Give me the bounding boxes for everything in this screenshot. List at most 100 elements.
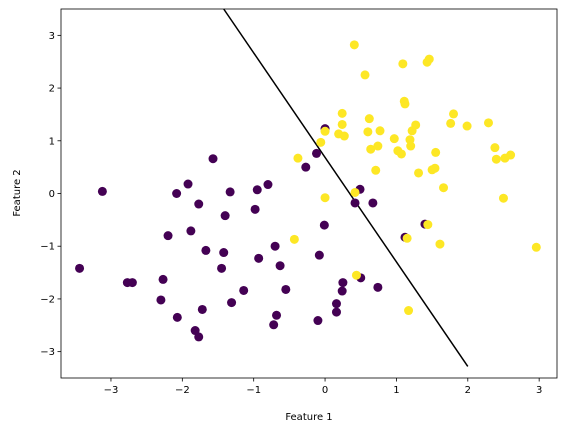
scatter-point-class-0 bbox=[350, 198, 360, 208]
scatter-point-class-1 bbox=[430, 163, 440, 173]
scatter-point-class-1 bbox=[360, 70, 370, 80]
scatter-point-class-0 bbox=[275, 261, 285, 271]
scatter-point-class-0 bbox=[373, 282, 383, 292]
scatter-point-class-1 bbox=[375, 126, 385, 136]
scatter-point-class-0 bbox=[239, 285, 249, 295]
scatter-point-class-1 bbox=[402, 233, 412, 243]
scatter-point-class-1 bbox=[349, 40, 359, 50]
scatter-point-class-1 bbox=[364, 114, 374, 124]
scatter-point-class-0 bbox=[201, 245, 211, 255]
scatter-point-class-1 bbox=[366, 144, 376, 154]
scatter-point-class-0 bbox=[368, 198, 378, 208]
x-axis-label: Feature 1 bbox=[285, 412, 332, 423]
scatter-point-class-0 bbox=[186, 226, 196, 236]
scatter-point-class-1 bbox=[424, 54, 434, 64]
y-tick-label: −2 bbox=[40, 294, 55, 305]
scatter-point-class-0 bbox=[331, 299, 341, 309]
y-tick-label: 2 bbox=[49, 84, 55, 95]
scatter-point-class-1 bbox=[350, 187, 360, 197]
y-axis-label: Feature 2 bbox=[12, 169, 23, 216]
scatter-point-class-1 bbox=[406, 141, 416, 151]
scatter-point-class-1 bbox=[498, 193, 508, 203]
y-tick-label: −3 bbox=[40, 347, 55, 358]
scatter-point-class-0 bbox=[270, 241, 280, 251]
scatter-point-class-1 bbox=[293, 153, 303, 163]
scatter-point-class-0 bbox=[194, 332, 204, 342]
x-tick-label: −1 bbox=[246, 385, 261, 396]
scatter-point-class-0 bbox=[163, 231, 173, 241]
scatter-point-class-0 bbox=[250, 204, 260, 214]
scatter-point-class-0 bbox=[269, 320, 279, 330]
x-tick-label: 3 bbox=[536, 385, 542, 396]
y-axis-ticks: −3 −2 −1 0 1 2 3 bbox=[40, 31, 61, 358]
scatter-point-class-0 bbox=[197, 304, 207, 314]
scatter-point-class-0 bbox=[252, 185, 262, 195]
scatter-point-class-1 bbox=[320, 126, 330, 136]
y-tick-label: −1 bbox=[40, 242, 55, 253]
scatter-point-class-1 bbox=[491, 154, 501, 164]
scatter-point-class-0 bbox=[172, 189, 182, 198]
scatter-point-class-1 bbox=[531, 242, 541, 252]
scatter-point-class-0 bbox=[219, 248, 229, 258]
scatter-point-class-0 bbox=[331, 307, 341, 317]
scatter-point-class-1 bbox=[411, 120, 421, 130]
y-tick-label: 3 bbox=[49, 31, 55, 42]
scatter-point-class-0 bbox=[338, 278, 348, 288]
scatter-point-class-1 bbox=[320, 193, 330, 203]
x-axis-ticks: −3 −2 −1 0 1 2 3 bbox=[104, 378, 542, 396]
scatter-point-class-0 bbox=[97, 186, 107, 196]
scatter-point-class-0 bbox=[156, 295, 166, 305]
scatter-point-class-1 bbox=[462, 121, 472, 131]
x-tick-label: 2 bbox=[465, 385, 471, 396]
scatter-point-class-0 bbox=[183, 179, 193, 189]
scatter-point-class-1 bbox=[414, 168, 424, 178]
scatter-point-class-1 bbox=[316, 137, 326, 147]
x-tick-label: 1 bbox=[393, 385, 399, 396]
scatter-point-class-1 bbox=[339, 131, 349, 141]
scatter-point-class-1 bbox=[490, 143, 500, 153]
scatter-point-class-0 bbox=[272, 310, 282, 320]
scatter-point-class-1 bbox=[363, 127, 373, 137]
decision-boundary-line bbox=[223, 8, 469, 367]
x-tick-label: −3 bbox=[104, 385, 119, 396]
scatter-point-class-0 bbox=[220, 211, 230, 221]
scatter-point-class-1 bbox=[506, 150, 516, 160]
scatter-point-class-1 bbox=[483, 118, 493, 128]
scatter-point-class-0 bbox=[301, 162, 311, 172]
scatter-point-class-0 bbox=[254, 253, 264, 263]
scatter-point-class-1 bbox=[289, 234, 299, 244]
scatter-point-class-1 bbox=[400, 99, 410, 109]
points-group bbox=[75, 40, 541, 342]
x-tick-label: −2 bbox=[175, 385, 190, 396]
scatter-point-class-1 bbox=[439, 183, 449, 193]
x-tick-label: 0 bbox=[322, 385, 328, 396]
scatter-point-class-1 bbox=[398, 59, 408, 69]
scatter-point-class-0 bbox=[172, 312, 182, 322]
scatter-point-class-0 bbox=[337, 286, 347, 296]
scatter-point-class-1 bbox=[404, 306, 414, 316]
scatter-point-class-0 bbox=[311, 148, 321, 158]
scatter-point-class-1 bbox=[351, 270, 361, 280]
y-tick-label: 1 bbox=[49, 136, 55, 147]
scatter-point-class-0 bbox=[319, 220, 329, 230]
scatter-point-class-0 bbox=[313, 316, 323, 326]
scatter-point-class-1 bbox=[423, 220, 433, 230]
scatter-point-class-1 bbox=[371, 165, 381, 175]
y-tick-label: 0 bbox=[49, 189, 55, 200]
scatter-point-class-0 bbox=[225, 187, 235, 197]
scatter-point-class-1 bbox=[337, 119, 347, 129]
scatter-point-class-0 bbox=[314, 250, 324, 260]
scatter-point-class-1 bbox=[373, 141, 383, 151]
scatter-point-class-0 bbox=[263, 180, 273, 190]
scatter-point-class-0 bbox=[75, 263, 85, 273]
scatter-point-class-0 bbox=[208, 154, 218, 164]
scatter-point-class-0 bbox=[227, 298, 237, 308]
decision-boundary-group bbox=[223, 8, 469, 367]
scatter-point-class-0 bbox=[281, 284, 291, 294]
scatter-point-class-0 bbox=[217, 263, 227, 273]
scatter-point-class-1 bbox=[431, 147, 441, 157]
scatter-point-class-1 bbox=[435, 239, 445, 249]
scatter-point-class-1 bbox=[396, 149, 406, 159]
scatter-point-class-0 bbox=[194, 199, 204, 209]
